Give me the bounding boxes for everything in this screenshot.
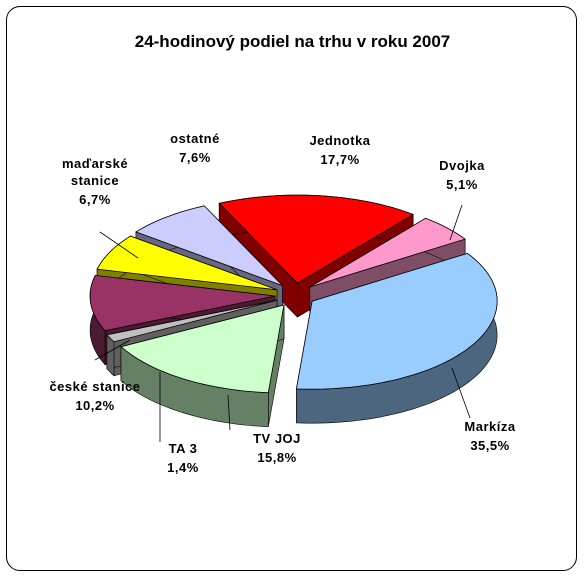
- slice-label: ostatné: [170, 131, 220, 146]
- leader-line: [451, 367, 471, 419]
- slice: [218, 194, 415, 284]
- slice-label: české stanice: [49, 379, 141, 394]
- leader-line: [94, 339, 131, 361]
- slice-label: Jednotka: [309, 133, 371, 148]
- slice-label: TV JOJ: [253, 431, 301, 446]
- slice-value-label: 35,5%: [470, 438, 510, 453]
- slice-label: maďarské stanice: [61, 156, 129, 188]
- slice: [309, 217, 467, 288]
- leader-line: [227, 394, 231, 431]
- chart-frame: [6, 6, 577, 571]
- slice-value-label: 10,2%: [75, 398, 115, 413]
- leader-line: [99, 231, 139, 259]
- chart-title: 24-hodinový podiel na trhu v roku 2007: [134, 32, 451, 51]
- slice-value-label: 7,6%: [179, 150, 211, 165]
- slice-label: TA 3: [168, 441, 198, 456]
- slice: [135, 205, 283, 286]
- slice-value-label: 15,8%: [257, 450, 297, 465]
- slice-value-label: 5,1%: [446, 177, 478, 192]
- slice-label: Dvojka: [439, 158, 485, 173]
- slice: [96, 235, 278, 291]
- slice-value-label: 6,7%: [79, 192, 111, 207]
- slice: [89, 274, 276, 332]
- slice-label: Markíza: [464, 419, 516, 434]
- slice: [106, 299, 278, 343]
- slice: [120, 304, 285, 394]
- slice-value-label: 1,4%: [167, 460, 199, 475]
- leader-line: [449, 204, 463, 241]
- slice: [295, 252, 498, 390]
- slice-value-label: 17,7%: [320, 152, 360, 167]
